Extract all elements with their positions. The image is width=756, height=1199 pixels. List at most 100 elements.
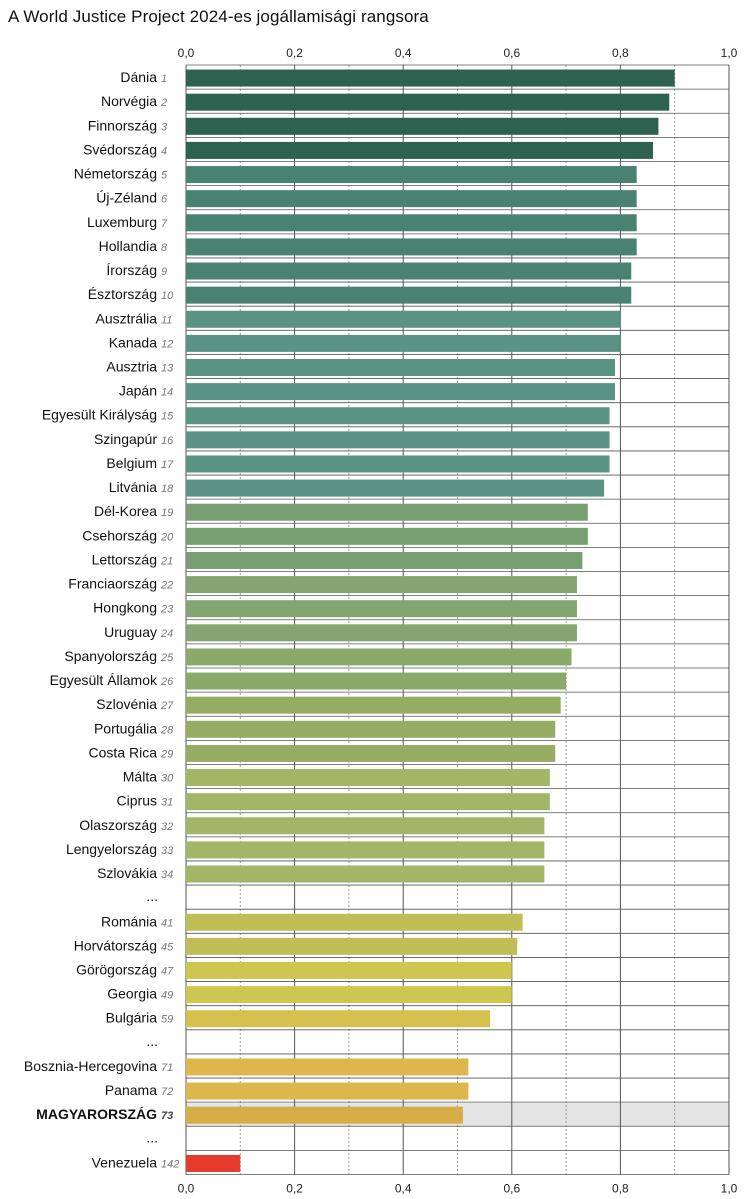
country-label: Belgium	[106, 455, 157, 471]
country-label: Írország	[106, 262, 157, 278]
country-label: MAGYARORSZÁG	[36, 1106, 157, 1122]
country-label: Norvégia	[101, 93, 157, 109]
bar	[186, 503, 588, 521]
country-label: Ausztrália	[96, 310, 158, 326]
bar	[186, 841, 545, 859]
grid-layer	[185, 64, 730, 1175]
country-label: Uruguay	[104, 624, 157, 640]
rank-label: 27	[160, 700, 174, 712]
country-label: Portugália	[94, 720, 157, 736]
gap-ellipsis: ...	[146, 888, 158, 904]
rank-label: 3	[161, 121, 168, 133]
bar	[186, 986, 512, 1004]
rank-label: 5	[161, 170, 168, 182]
country-label: Olaszország	[79, 817, 157, 833]
rank-label: 23	[160, 604, 174, 616]
rank-label: 25	[160, 652, 174, 664]
rank-label: 11	[161, 314, 172, 326]
rank-label: 20	[160, 531, 174, 543]
bar	[186, 793, 550, 811]
bar	[186, 769, 550, 787]
rank-label: 32	[161, 821, 173, 833]
bar	[186, 624, 577, 642]
rank-label: 6	[161, 194, 168, 206]
gap-ellipsis: ...	[146, 1033, 158, 1049]
bar	[186, 672, 567, 690]
bar	[186, 383, 615, 401]
country-label: Japán	[119, 383, 157, 399]
bar	[186, 1010, 491, 1028]
country-label: Románia	[101, 913, 157, 929]
bar	[186, 214, 637, 232]
bar	[186, 166, 637, 184]
bar	[186, 407, 610, 425]
bar	[186, 190, 637, 208]
bar	[186, 117, 659, 135]
rank-label: 49	[161, 990, 173, 1002]
bar	[186, 1082, 469, 1100]
bar	[186, 69, 675, 87]
country-label: Dánia	[120, 69, 157, 85]
country-label: Bulgária	[106, 1010, 158, 1026]
rank-label: 17	[161, 459, 174, 471]
bar	[186, 310, 621, 328]
x-tick-label-top: 0,8	[612, 46, 629, 60]
x-tick-label-top: 0,6	[503, 46, 520, 60]
rank-label: 26	[160, 676, 174, 688]
bar	[186, 1154, 241, 1172]
x-tick-label-bottom: 0,2	[286, 1182, 303, 1196]
bar	[186, 286, 632, 304]
country-label: Lettország	[92, 551, 157, 567]
x-tick-label-top: 0,0	[178, 46, 195, 60]
rank-label: 19	[161, 507, 173, 519]
bar	[186, 744, 556, 762]
rank-label: 4	[161, 145, 167, 157]
rank-label: 31	[161, 797, 173, 809]
rank-label: 15	[161, 411, 174, 423]
rank-label: 18	[161, 483, 174, 495]
bar	[186, 1058, 469, 1076]
bar	[186, 600, 577, 618]
country-label: Hollandia	[99, 238, 158, 254]
rank-label: 59	[161, 1014, 173, 1026]
country-label: Lengyelország	[66, 841, 157, 857]
gap-ellipsis: ...	[146, 1129, 158, 1145]
country-label: Costa Rica	[89, 744, 158, 760]
bar	[186, 551, 583, 569]
country-label: Panama	[105, 1082, 157, 1098]
rank-label: 142	[161, 1158, 179, 1170]
country-label: Kanada	[109, 334, 157, 350]
x-tick-label-bottom: 1,0	[721, 1182, 738, 1196]
country-label: Litvánia	[109, 479, 157, 495]
country-label: Szlovénia	[96, 696, 157, 712]
tick-layer: 0,0 0,0 0,2 0,2 0,4 0,4 0,6 0,6 0,8 0,8 1,0 1,0	[178, 46, 738, 1196]
x-tick-label-bottom: 0,8	[612, 1182, 629, 1196]
country-label: Észtország	[88, 286, 157, 302]
bar	[186, 696, 561, 714]
rank-label: 9	[161, 266, 167, 278]
bar	[186, 937, 518, 955]
bar-layer	[186, 69, 675, 1172]
bar	[186, 93, 670, 111]
rank-label: 7	[161, 218, 168, 230]
country-label: Dél-Korea	[94, 503, 157, 519]
rank-label: 10	[161, 290, 174, 302]
country-label: Egyesült Királyság	[42, 407, 157, 423]
bar	[186, 431, 610, 449]
rank-label: 30	[161, 773, 174, 785]
bar	[186, 262, 632, 280]
bar	[186, 334, 621, 352]
rank-label: 12	[161, 338, 173, 350]
bar	[186, 648, 572, 666]
rank-label: 1	[161, 73, 167, 85]
rank-label: 22	[160, 580, 173, 592]
bar	[186, 479, 605, 497]
country-label: Spanyolország	[64, 648, 157, 664]
x-tick-label-bottom: 0,4	[395, 1182, 412, 1196]
rank-label: 45	[161, 941, 174, 953]
country-label: Csehország	[82, 527, 157, 543]
country-label: Új-Zéland	[96, 190, 157, 206]
bar	[186, 238, 637, 256]
